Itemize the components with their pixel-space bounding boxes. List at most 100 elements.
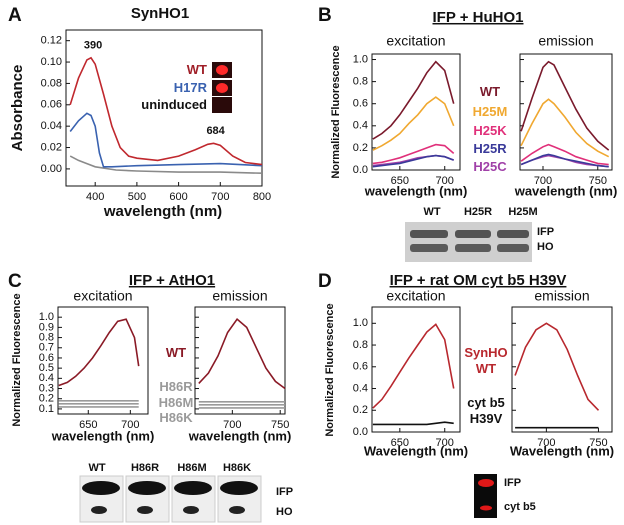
panel-letter: A bbox=[8, 5, 22, 26]
panel-letter: B bbox=[318, 5, 332, 26]
y-tick-label: 0.0 bbox=[353, 426, 368, 438]
legend-entry: H25K bbox=[473, 123, 507, 138]
y-tick-label: 0.8 bbox=[39, 331, 54, 343]
x-axis-label: wavelength (nm) bbox=[51, 428, 155, 443]
data-line bbox=[58, 318, 140, 387]
x-tick-label: 750 bbox=[589, 175, 607, 187]
legend-entry: cyt b5 H39V bbox=[467, 395, 505, 426]
legend-entry: H86M bbox=[158, 395, 194, 410]
data-line bbox=[372, 421, 454, 426]
gel-lane-label: H25R bbox=[464, 206, 492, 218]
gel-band bbox=[478, 479, 494, 487]
y-tick-label: 0.4 bbox=[353, 120, 368, 132]
subplot-title: emission bbox=[212, 288, 267, 304]
y-axis-label: Normalized Fluorescence bbox=[11, 293, 23, 426]
gel-band-label: IFP bbox=[537, 226, 554, 238]
legend-entry: H17R bbox=[173, 80, 207, 95]
y-tick-label: 1.0 bbox=[353, 53, 368, 65]
gel-band-label: cyt b5 bbox=[504, 501, 536, 513]
y-tick-label: 0.8 bbox=[353, 76, 368, 88]
data-line bbox=[520, 98, 610, 158]
subplot-title: emission bbox=[534, 288, 589, 304]
x-tick-label: 400 bbox=[86, 191, 104, 203]
x-tick-label: 650 bbox=[391, 175, 409, 187]
y-tick-label: 0.08 bbox=[41, 77, 62, 89]
data-line bbox=[372, 60, 455, 140]
gel-band bbox=[128, 481, 166, 495]
x-tick-label: 700 bbox=[223, 419, 241, 431]
data-line bbox=[69, 155, 263, 174]
data-line bbox=[372, 143, 455, 165]
plot-frame bbox=[519, 53, 613, 171]
gel-lane-label: WT bbox=[423, 206, 440, 218]
gel-band-label: IFP bbox=[504, 477, 521, 489]
plot-frame bbox=[194, 306, 286, 415]
x-axis-label: Wavelength (nm) bbox=[364, 443, 468, 458]
x-axis-label: wavelength (nm) bbox=[188, 428, 292, 443]
inset-image bbox=[212, 97, 232, 113]
y-tick-label: 0.10 bbox=[41, 56, 62, 68]
gel-band bbox=[137, 506, 153, 514]
annotation: 684 bbox=[206, 125, 225, 137]
data-line bbox=[69, 112, 263, 168]
data-line bbox=[372, 96, 455, 151]
y-axis-label: Normalized Fluorescence bbox=[330, 45, 342, 178]
data-line bbox=[520, 60, 610, 151]
y-tick-label: 0.12 bbox=[41, 35, 62, 47]
y-axis-label: Absorbance bbox=[9, 65, 26, 152]
inset-spot bbox=[216, 65, 228, 75]
gel-lane-label: WT bbox=[88, 462, 105, 474]
legend-entry: WT bbox=[479, 84, 501, 99]
y-tick-label: 0.7 bbox=[39, 342, 54, 354]
y-tick-label: 0.6 bbox=[39, 352, 54, 364]
gel-band bbox=[497, 230, 529, 238]
x-tick-label: 700 bbox=[537, 437, 555, 449]
gel-band-label: IFP bbox=[276, 486, 293, 498]
gel-lane-label: H86M bbox=[177, 462, 206, 474]
data-line bbox=[198, 318, 286, 390]
y-tick-label: 0.6 bbox=[353, 98, 368, 110]
legend-entry: WT bbox=[165, 345, 187, 360]
x-tick-label: 750 bbox=[589, 437, 607, 449]
x-tick-label: 700 bbox=[211, 191, 229, 203]
legend-entry: uninduced bbox=[141, 97, 207, 112]
x-axis-label: wavelength (nm) bbox=[364, 183, 468, 198]
y-tick-label: 0.2 bbox=[353, 142, 368, 154]
gel-band bbox=[410, 244, 448, 252]
subplot-title: excitation bbox=[386, 33, 445, 49]
plot-frame bbox=[511, 306, 613, 433]
subplot-title: excitation bbox=[73, 288, 132, 304]
x-tick-label: 700 bbox=[121, 419, 139, 431]
data-line bbox=[372, 323, 455, 409]
y-tick-label: 0.5 bbox=[39, 362, 54, 374]
panel-title: SynHO1 bbox=[131, 5, 189, 22]
y-tick-label: 1.0 bbox=[353, 317, 368, 329]
plot-frame bbox=[371, 306, 461, 433]
x-axis-label: wavelength (nm) bbox=[514, 183, 618, 198]
gel-image bbox=[405, 222, 532, 262]
gel-band bbox=[410, 230, 448, 238]
gel-band bbox=[82, 481, 120, 495]
legend-entry: H86K bbox=[159, 410, 193, 425]
y-tick-label: 0.3 bbox=[39, 382, 54, 394]
subplot-title: emission bbox=[538, 33, 593, 49]
gel-band bbox=[229, 506, 245, 514]
legend-entry: SynHO WT bbox=[464, 345, 508, 376]
y-tick-label: 0.00 bbox=[41, 163, 62, 175]
data-line bbox=[69, 56, 263, 166]
y-tick-label: 0.6 bbox=[353, 361, 368, 373]
legend-entry: H25R bbox=[473, 141, 507, 156]
gel-lane-label: H86R bbox=[131, 462, 159, 474]
gel-lane-label: H86K bbox=[223, 462, 251, 474]
gel-lane-label: H25M bbox=[508, 206, 537, 218]
y-tick-label: 0.06 bbox=[41, 99, 62, 111]
gel-band-label: HO bbox=[276, 506, 293, 518]
y-tick-label: 1.0 bbox=[39, 311, 54, 323]
x-axis-label: wavelength (nm) bbox=[103, 203, 222, 220]
gel-band bbox=[480, 505, 492, 511]
legend-entry: H25M bbox=[472, 104, 508, 119]
plot-frame bbox=[371, 53, 461, 171]
y-tick-label: 0.1 bbox=[39, 403, 54, 415]
